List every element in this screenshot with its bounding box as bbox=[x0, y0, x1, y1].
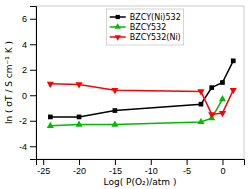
y-axis-line bbox=[30, 7, 37, 160]
series-marker bbox=[197, 118, 204, 124]
y-tick: 0 bbox=[22, 91, 36, 101]
x-tick-label: -10 bbox=[145, 166, 158, 176]
plot-frame bbox=[36, 6, 244, 159]
y-tick-label: 0 bbox=[22, 91, 27, 101]
chart-svg: -25-20-15-10-50-4-20246BZCY(Ni)532BZCY53… bbox=[0, 0, 252, 189]
series bbox=[48, 58, 236, 119]
series-marker bbox=[113, 108, 118, 113]
y-tick-label: -2 bbox=[19, 116, 27, 126]
legend-marker bbox=[116, 15, 120, 19]
series-marker bbox=[47, 82, 54, 88]
y-axis: -4 -2 0 2 4 6 bbox=[19, 7, 37, 160]
legend-marker bbox=[114, 35, 120, 41]
legend: BZCY(Ni)532BZCY532BZCY532(Ni) bbox=[107, 9, 184, 45]
legend-label: BZCY532 bbox=[130, 23, 167, 32]
y-tick-label: -4 bbox=[19, 142, 27, 152]
y-tick-label: 4 bbox=[22, 40, 27, 50]
series bbox=[47, 82, 237, 119]
series-marker bbox=[77, 115, 82, 120]
series-marker bbox=[231, 58, 236, 63]
series-marker bbox=[111, 120, 118, 126]
x-tick: -5 bbox=[183, 159, 191, 176]
x-axis-title: Log( P(O₂)/atm ) bbox=[104, 177, 177, 187]
series-marker bbox=[48, 115, 53, 120]
x-tick: -15 bbox=[109, 159, 122, 176]
x-axis: -25 -20 -15 -10 -5 0 bbox=[37, 159, 245, 176]
legend-label: BZCY532(Ni) bbox=[130, 33, 181, 42]
series-line bbox=[50, 84, 233, 115]
y-tick: 2 bbox=[22, 65, 36, 75]
y-tick-mark bbox=[30, 19, 36, 20]
legend-item: BZCY532 bbox=[110, 23, 167, 32]
series-marker bbox=[230, 88, 237, 94]
legend-box bbox=[107, 9, 184, 45]
plot: -25-20-15-10-50-4-20246BZCY(Ni)532BZCY53… bbox=[19, 6, 245, 176]
y-tick-label: 6 bbox=[22, 14, 27, 24]
series-line bbox=[50, 99, 222, 126]
series-marker bbox=[208, 112, 215, 118]
series-marker bbox=[220, 80, 225, 85]
x-tick-mark bbox=[187, 159, 188, 165]
series-marker bbox=[75, 120, 82, 126]
y-tick-mark bbox=[30, 95, 36, 96]
y-tick-mark bbox=[30, 121, 36, 122]
series-marker bbox=[75, 82, 82, 88]
series-marker bbox=[111, 88, 118, 94]
x-tick-mark bbox=[151, 159, 152, 165]
x-tick: -10 bbox=[145, 159, 158, 176]
x-tick-label: -15 bbox=[109, 166, 122, 176]
series-marker bbox=[47, 122, 54, 128]
x-tick-label: 0 bbox=[220, 166, 225, 176]
series-line bbox=[50, 61, 233, 117]
legend-marker bbox=[114, 23, 120, 29]
series-marker bbox=[209, 85, 214, 90]
x-tick-mark bbox=[222, 159, 223, 165]
y-tick-label: 2 bbox=[22, 65, 27, 75]
x-tick-label: -25 bbox=[37, 166, 50, 176]
series-marker bbox=[199, 102, 204, 107]
y-axis-title: ln ( σT / S cm⁻¹ K ) bbox=[4, 41, 14, 124]
y-tick-mark bbox=[30, 44, 36, 45]
legend-item: BZCY532(Ni) bbox=[110, 33, 181, 42]
x-tick-mark bbox=[79, 159, 80, 165]
series-marker bbox=[197, 89, 204, 95]
y-tick-mark bbox=[30, 70, 36, 71]
y-tick: -2 bbox=[19, 116, 36, 126]
x-tick: -20 bbox=[73, 159, 86, 176]
y-tick: 4 bbox=[22, 40, 36, 50]
y-tick: -4 bbox=[19, 142, 36, 152]
legend-label: BZCY(Ni)532 bbox=[130, 13, 181, 22]
series-marker bbox=[219, 111, 226, 117]
legend-item: BZCY(Ni)532 bbox=[110, 13, 181, 22]
x-tick-label: -5 bbox=[183, 166, 191, 176]
chart-container: -25-20-15-10-50-4-20246BZCY(Ni)532BZCY53… bbox=[0, 0, 252, 189]
series bbox=[47, 95, 226, 128]
x-axis-line bbox=[37, 160, 245, 166]
x-tick-label: -20 bbox=[73, 166, 86, 176]
y-tick-mark bbox=[30, 146, 36, 147]
x-tick: -25 bbox=[37, 159, 50, 176]
y-tick: 6 bbox=[22, 14, 36, 24]
data-layer bbox=[47, 58, 237, 127]
series-marker bbox=[219, 95, 226, 101]
x-tick-mark bbox=[43, 159, 44, 165]
x-tick-mark bbox=[115, 159, 116, 165]
x-tick: 0 bbox=[220, 159, 225, 176]
